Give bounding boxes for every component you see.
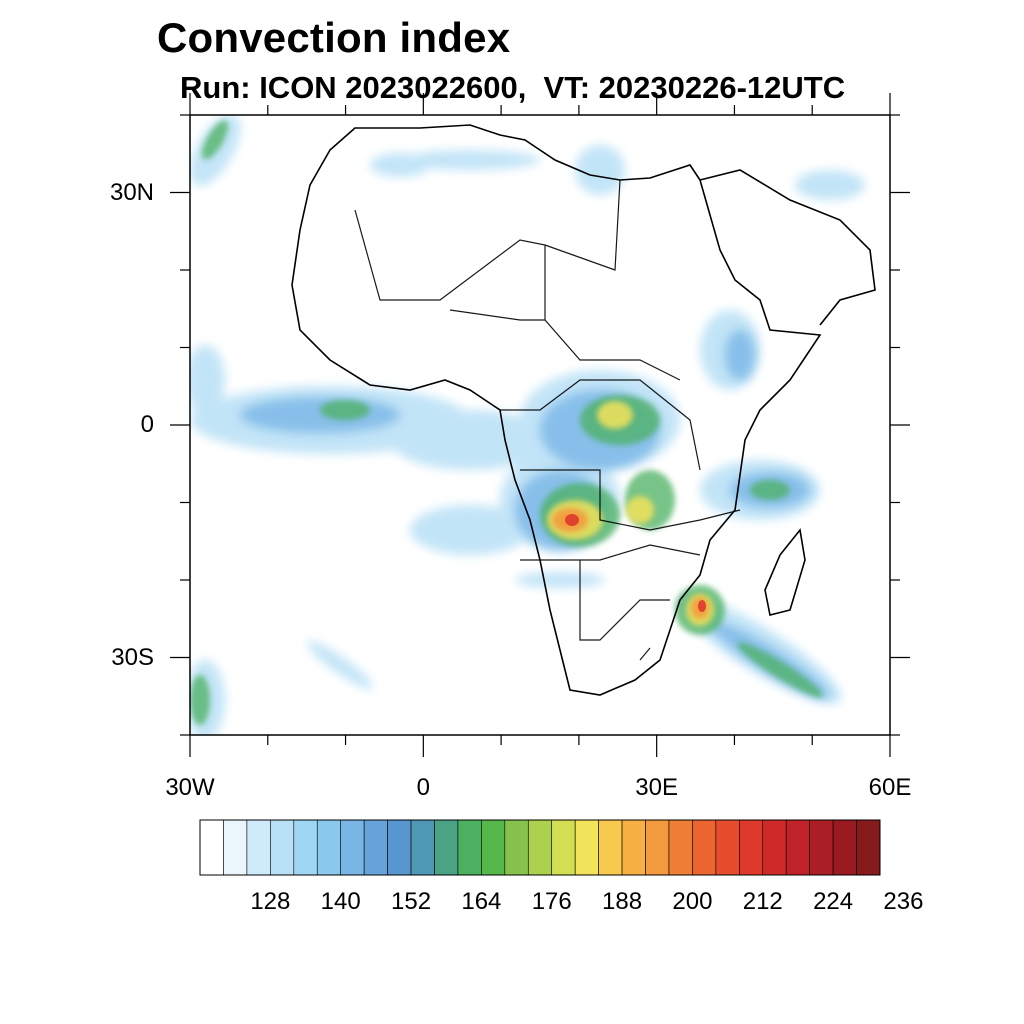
colorbar-swatch [832, 819, 857, 876]
colorbar-label: 236 [883, 888, 924, 915]
colorbar-swatch [481, 819, 506, 876]
chart-title: Convection index [157, 14, 511, 61]
x-tick-label: 30W [165, 774, 215, 801]
colorbar-swatch [504, 819, 529, 876]
colorbar-swatch [762, 819, 787, 876]
chart-subtitle: Run: ICON 2023022600, VT: 20230226-12UTC [180, 70, 846, 105]
colorbar-swatch [223, 819, 248, 876]
colorbar-swatch [387, 819, 412, 876]
colorbar-label: 176 [531, 888, 572, 915]
colorbar-swatch [363, 819, 388, 876]
colorbar-swatch [809, 819, 834, 876]
colorbar-label: 140 [320, 888, 361, 915]
colorbar-label: 200 [672, 888, 713, 915]
colorbar-swatch [199, 819, 224, 876]
colorbar-label: 164 [461, 888, 502, 915]
y-tick-label: 30N [109, 178, 154, 206]
convection-field [190, 115, 865, 735]
colorbar-swatch [246, 819, 271, 876]
colorbar-border [199, 819, 881, 876]
colorbar-label: 224 [813, 888, 854, 915]
country-borders [354, 179, 741, 661]
colorbar-label: 212 [742, 888, 783, 915]
y-tick-label: 30S [111, 643, 154, 671]
colorbar-swatch [457, 819, 482, 876]
x-tick-label: 0 [416, 774, 431, 801]
y-tick-label: 0 [140, 411, 154, 438]
x-tick-label: 60E [868, 774, 912, 801]
colorbar-swatch [340, 819, 365, 876]
colorbar-swatch [316, 819, 341, 876]
colorbar-swatch [645, 819, 670, 876]
colorbar-label: 152 [391, 888, 432, 915]
colorbar-swatch [692, 819, 717, 876]
colorbar [199, 819, 881, 876]
colorbar-swatch [856, 819, 881, 876]
colorbar-label: 128 [250, 888, 291, 915]
colorbar-swatch [527, 819, 553, 876]
colorbar-swatch [574, 819, 599, 876]
colorbar-swatch [785, 819, 810, 876]
colorbar-swatch [551, 819, 576, 876]
colorbar-swatch [410, 819, 435, 876]
colorbar-swatch [715, 819, 740, 876]
colorbar-label: 188 [602, 888, 643, 915]
colorbar-swatch [598, 819, 623, 876]
colorbar-swatch [668, 819, 693, 876]
colorbar-swatch [739, 819, 764, 876]
colorbar-swatch [293, 819, 318, 876]
colorbar-swatch [621, 819, 646, 876]
map-ticks [170, 93, 910, 757]
colorbar-swatch [434, 819, 459, 876]
x-tick-label: 30E [635, 774, 679, 801]
coastline [291, 124, 876, 696]
colorbar-swatch [270, 819, 295, 876]
